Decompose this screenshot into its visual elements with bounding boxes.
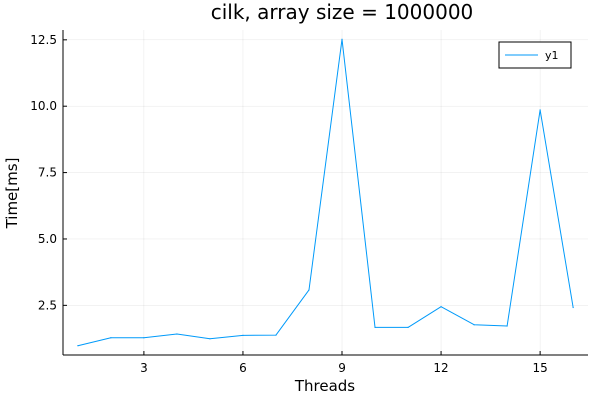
series-line-y1 [77, 38, 574, 347]
data-point [176, 333, 178, 335]
chart-title: cilk, array size = 1000000 [211, 0, 474, 24]
series-group [77, 38, 574, 347]
x-tick-label: 15 [532, 361, 547, 375]
data-point [308, 289, 310, 291]
data-point [110, 337, 112, 339]
x-tick-label: 6 [239, 361, 247, 375]
y-tick-label: 5.0 [38, 232, 57, 246]
data-point [77, 345, 79, 347]
y-tick-label: 10.0 [30, 99, 57, 113]
x-tick-label: 3 [140, 361, 148, 375]
data-point [539, 109, 541, 111]
data-point [242, 334, 244, 336]
data-point [374, 326, 376, 328]
x-tick-labels: 3 6 9 12 15 [140, 361, 548, 375]
data-point [572, 306, 574, 309]
y-tick-labels: 2.5 5.0 7.5 10.0 12.5 [30, 33, 57, 313]
legend: y1 [498, 41, 572, 69]
legend-label: y1 [545, 49, 559, 62]
data-point [473, 324, 475, 326]
x-tick-label: 12 [433, 361, 448, 375]
data-point [341, 38, 343, 40]
data-point [143, 337, 145, 339]
data-point [506, 325, 508, 327]
x-tick-label: 9 [338, 361, 346, 375]
data-point [407, 326, 409, 328]
data-point [275, 334, 277, 336]
axes [62, 30, 588, 356]
x-axis-label: Threads [294, 377, 355, 395]
y-tick-label: 2.5 [38, 298, 57, 312]
grid [63, 30, 588, 355]
y-tick-label: 12.5 [30, 33, 57, 47]
y-tick-label: 7.5 [38, 166, 57, 180]
data-point [440, 306, 442, 308]
y-axis-label: Time[ms] [3, 158, 21, 230]
data-point [209, 338, 211, 340]
